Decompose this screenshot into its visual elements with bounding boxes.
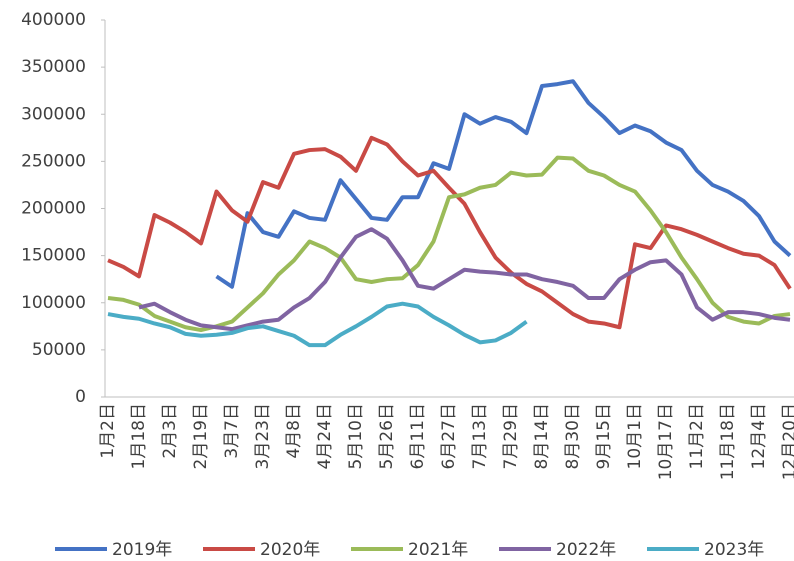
x-tick-label: 1月18日 [129, 403, 149, 469]
x-tick-label: 5月26日 [377, 403, 397, 469]
x-tick-label: 10月1日 [625, 403, 645, 469]
x-tick-label: 11月2日 [687, 403, 707, 469]
series-line [107, 155, 791, 333]
x-tick-label: 7月29日 [501, 403, 521, 469]
x-tick-label: 9月15日 [594, 403, 614, 469]
y-tick-label: 0 [75, 387, 86, 407]
x-tick-label: 8月14日 [532, 403, 552, 469]
legend-label: 2021年 [408, 540, 468, 560]
x-tick-label: 2月3日 [160, 403, 180, 459]
x-tick-label: 12月20日 [780, 403, 794, 480]
y-tick-label: 100000 [21, 293, 86, 313]
series-line [138, 227, 791, 332]
x-tick-label: 1月2日 [98, 403, 118, 459]
x-tick-label: 4月8日 [284, 403, 304, 459]
x-tick-label: 4月24日 [315, 403, 335, 469]
x-tick-label: 5月10日 [346, 403, 366, 469]
x-tick-label: 2月19日 [191, 403, 211, 469]
x-tick-label: 3月23日 [253, 403, 273, 469]
x-tick-label: 6月11日 [408, 403, 428, 469]
y-tick-label: 200000 [21, 199, 86, 219]
legend-label: 2020年 [260, 540, 320, 560]
x-tick-label: 7月13日 [470, 403, 490, 469]
y-tick-label: 350000 [21, 57, 86, 77]
y-tick-label: 400000 [21, 10, 86, 30]
x-tick-label: 6月27日 [439, 403, 459, 469]
x-tick-label: 12月4日 [749, 403, 769, 469]
series-line [107, 135, 792, 330]
x-tick-label: 8月30日 [563, 403, 583, 469]
legend-label: 2022年 [556, 540, 616, 560]
y-tick-label: 300000 [21, 104, 86, 124]
y-tick-label: 250000 [21, 151, 86, 171]
x-tick-label: 10月17日 [656, 403, 676, 480]
x-tick-label: 11月18日 [718, 403, 738, 480]
x-tick-label: 3月7日 [222, 403, 242, 459]
y-tick-label: 150000 [21, 246, 86, 266]
y-tick-label: 50000 [32, 340, 86, 360]
series-line [215, 79, 792, 289]
legend-label: 2019年 [112, 540, 172, 560]
series-line [107, 301, 528, 348]
legend-label: 2023年 [704, 540, 764, 560]
